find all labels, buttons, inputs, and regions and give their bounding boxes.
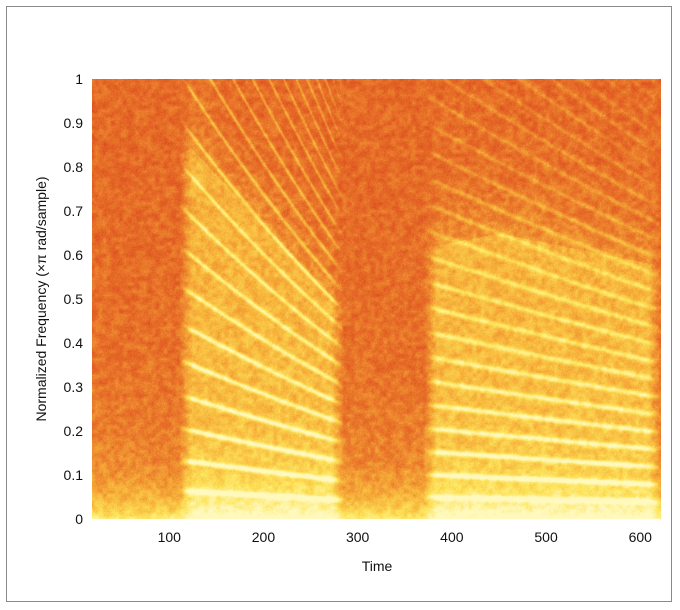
x-tick-label: 300 (346, 529, 370, 545)
y-tick-label: 0.2 (64, 423, 84, 439)
x-tick-label: 100 (158, 529, 182, 545)
y-tick-label: 0.1 (64, 467, 84, 483)
y-axis-ticks: 0 0.1 0.2 0.3 0.4 0.5 0.6 0.7 0.8 0.9 1 (64, 71, 84, 527)
x-axis-ticks: 100 200 300 400 500 600 (158, 529, 653, 545)
y-tick-label: 0 (75, 511, 83, 527)
spectrogram-image (92, 79, 661, 519)
y-tick-label: 0.7 (64, 203, 84, 219)
x-tick-label: 200 (252, 529, 276, 545)
x-tick-label: 500 (534, 529, 558, 545)
y-tick-label: 0.3 (64, 379, 84, 395)
y-axis-label: Normalized Frequency (×π rad/sample) (33, 176, 49, 421)
y-tick-label: 0.4 (64, 335, 84, 351)
y-tick-label: 0.8 (64, 159, 84, 175)
y-tick-label: 0.5 (64, 291, 84, 307)
y-tick-label: 0.9 (64, 115, 84, 131)
x-axis-label: Time (362, 558, 393, 574)
y-tick-label: 1 (75, 71, 83, 87)
x-tick-label: 600 (629, 529, 653, 545)
x-tick-label: 400 (440, 529, 464, 545)
y-tick-label: 0.6 (64, 247, 84, 263)
